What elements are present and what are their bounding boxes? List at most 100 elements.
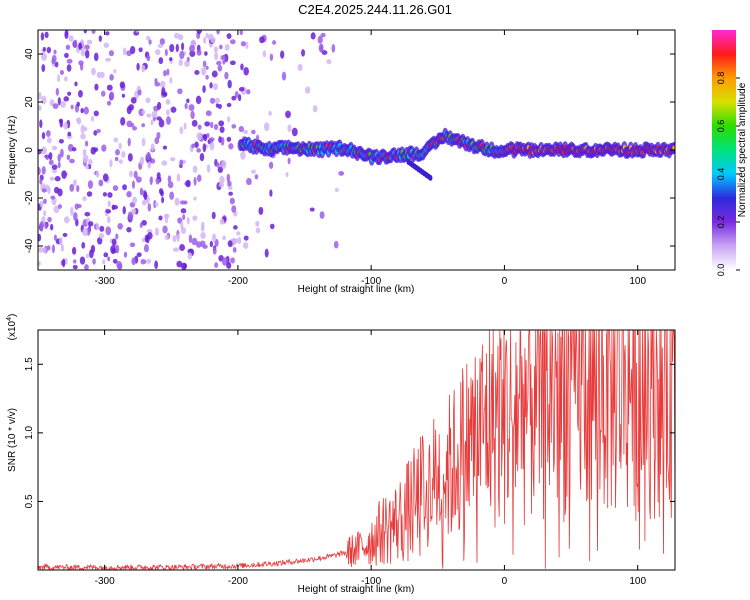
- heatmap-cell: [150, 119, 154, 126]
- heatmap-cell: [219, 175, 225, 184]
- heatmap-cell: [205, 110, 212, 117]
- heatmap-cell: [105, 57, 111, 62]
- heatmap-cell: [216, 60, 222, 66]
- heatmap-cell: [96, 71, 102, 79]
- heatmap-cell: [63, 76, 68, 82]
- heatmap-cell: [78, 90, 83, 98]
- heatmap-cell: [38, 91, 42, 100]
- heatmap-cell: [208, 137, 215, 142]
- heatmap-cell: [187, 252, 193, 260]
- heatmap-cell: [211, 211, 216, 220]
- heatmap-cell: [103, 252, 109, 258]
- heatmap-cell: [42, 46, 46, 52]
- heatmap-cell: [58, 118, 63, 124]
- heatmap-cell: [245, 41, 249, 50]
- heatmap-cell: [70, 104, 74, 110]
- heatmap-cell: [64, 30, 69, 40]
- heatmap-cell: [258, 206, 264, 215]
- heatmap-cell: [238, 87, 245, 92]
- heatmap-cell: [331, 43, 336, 53]
- heatmap-cell: [112, 185, 119, 192]
- heatmap-cell: [157, 101, 162, 110]
- heatmap-cell: [38, 105, 42, 111]
- heatmap-cell: [259, 36, 265, 44]
- heatmap-cell: [184, 102, 188, 110]
- heatmap-cell: [100, 90, 106, 97]
- heatmap-cell: [113, 137, 119, 143]
- heatmap-cell: [202, 244, 208, 249]
- heatmap-cell: [91, 67, 96, 76]
- heatmap-cell: [107, 256, 111, 262]
- heatmap-cell: [84, 264, 89, 270]
- heatmap-cell: [200, 232, 206, 239]
- heatmap-cell: [147, 231, 153, 240]
- colorbar-tick-label: 0.8: [716, 72, 726, 85]
- heatmap-cell: [190, 110, 195, 120]
- heatmap-cell: [194, 70, 200, 75]
- heatmap-cell: [93, 147, 99, 152]
- heatmap-cell: [229, 60, 236, 66]
- heatmap-cell: [72, 264, 78, 270]
- heatmap-cell: [233, 238, 239, 244]
- heatmap-cell: [73, 39, 78, 49]
- heatmap-cell: [148, 39, 152, 45]
- heatmap-cell: [239, 30, 244, 36]
- heatmap-cell: [58, 138, 64, 144]
- heatmap-cell: [141, 199, 147, 206]
- heatmap-cell: [201, 66, 207, 76]
- heatmap-cell: [64, 52, 69, 59]
- heatmap-cell: [38, 166, 41, 176]
- heatmap-cell: [154, 137, 160, 145]
- heatmap-cell: [57, 153, 61, 163]
- heatmap-cell: [179, 200, 186, 205]
- heatmap-cell: [51, 244, 56, 254]
- heatmap-cell: [217, 166, 224, 173]
- heatmap-cell: [181, 42, 185, 51]
- heatmap-cell: [217, 64, 223, 72]
- heatmap-cell: [210, 121, 214, 129]
- heatmap-cell: [169, 43, 175, 53]
- heatmap-cell: [149, 176, 153, 186]
- heatmap-cell: [154, 49, 161, 56]
- heatmap-cell: [74, 203, 79, 210]
- heatmap-cell: [147, 161, 152, 169]
- heatmap-cell: [89, 249, 94, 259]
- heatmap-cell: [52, 103, 59, 110]
- snr-frame: [37, 329, 676, 571]
- heatmap-cell: [234, 91, 239, 98]
- heatmap-cell: [172, 235, 177, 243]
- heatmap-cell: [165, 116, 172, 125]
- heatmap-cell: [269, 189, 273, 197]
- heatmap-cell: [194, 141, 199, 148]
- heatmap-cell: [91, 30, 96, 34]
- heatmap-cell: [206, 164, 211, 173]
- x-tick-label: -100: [361, 276, 381, 287]
- heatmap-cell: [191, 237, 198, 246]
- heatmap-cell: [192, 165, 198, 173]
- colorbar-ticks: 0.0 0.2 0.4 0.6 0.8: [716, 72, 740, 276]
- heatmap-cell: [131, 208, 137, 215]
- heatmap-cell: [164, 48, 168, 57]
- heatmap-cell: [86, 39, 93, 45]
- heatmap-cell: [51, 164, 58, 170]
- heatmap-cell: [46, 137, 52, 144]
- heatmap-cell: [82, 154, 89, 164]
- heatmap-cell: [192, 215, 198, 221]
- heatmap-cell: [202, 60, 207, 68]
- heatmap-cell: [39, 221, 45, 229]
- heatmap-cell: [211, 70, 218, 78]
- heatmap-cell: [139, 187, 144, 196]
- heatmap-cell: [226, 262, 232, 269]
- heatmap-cell: [269, 223, 275, 230]
- heatmap-cell: [53, 205, 60, 214]
- heatmap-cell: [321, 50, 328, 56]
- heatmap-cell: [182, 214, 186, 221]
- heatmap-cell: [319, 43, 324, 53]
- heatmap-cell: [115, 149, 120, 156]
- heatmap-cell: [164, 234, 169, 240]
- heatmap-cell: [60, 100, 66, 108]
- heatmap-cell: [38, 261, 41, 266]
- snr-y-label: SNR (10 * v/v): [7, 408, 18, 472]
- heatmap-cell: [67, 131, 72, 137]
- heatmap-cell: [191, 143, 195, 149]
